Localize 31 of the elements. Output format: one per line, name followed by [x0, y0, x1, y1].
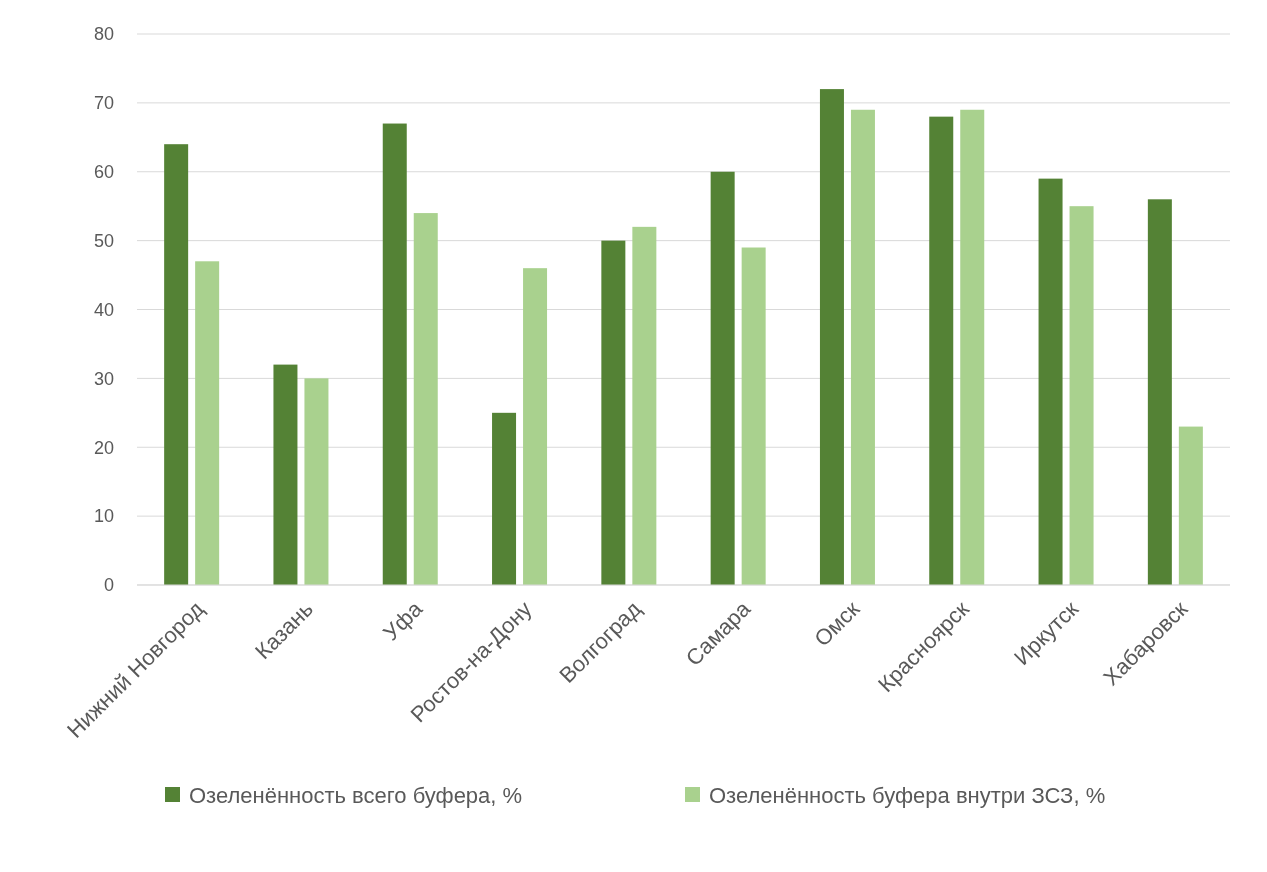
- bar: [929, 116, 954, 585]
- y-tick-label: 80: [93, 24, 114, 45]
- bar: [523, 268, 548, 585]
- y-tick-label: 50: [93, 230, 114, 251]
- y-tick-label: 10: [93, 506, 114, 527]
- bar: [273, 364, 298, 585]
- bar: [413, 213, 438, 585]
- legend-label: Озеленённость всего буфера, %: [189, 782, 523, 808]
- y-tick-label: 60: [93, 162, 114, 183]
- legend-label: Озеленённость буфера внутри ЗСЗ, %: [709, 782, 1106, 808]
- bar: [1147, 199, 1172, 585]
- bar: [195, 261, 220, 585]
- y-tick-label: 20: [93, 437, 114, 458]
- bar: [304, 378, 329, 585]
- bar: [819, 89, 844, 585]
- bar: [960, 109, 985, 585]
- y-tick-label: 70: [93, 93, 114, 114]
- bar: [710, 171, 735, 585]
- bar: [382, 123, 407, 585]
- bar: [1069, 206, 1094, 585]
- bar: [741, 247, 766, 585]
- y-tick-label: 30: [93, 368, 114, 389]
- bar: [601, 240, 626, 585]
- bar: [1038, 178, 1063, 585]
- bar: [1178, 426, 1203, 585]
- y-tick-label: 0: [103, 575, 114, 596]
- bar: [632, 226, 657, 585]
- bar: [850, 109, 875, 585]
- y-tick-label: 40: [93, 299, 114, 320]
- bar: [492, 412, 517, 585]
- bar: [164, 144, 189, 585]
